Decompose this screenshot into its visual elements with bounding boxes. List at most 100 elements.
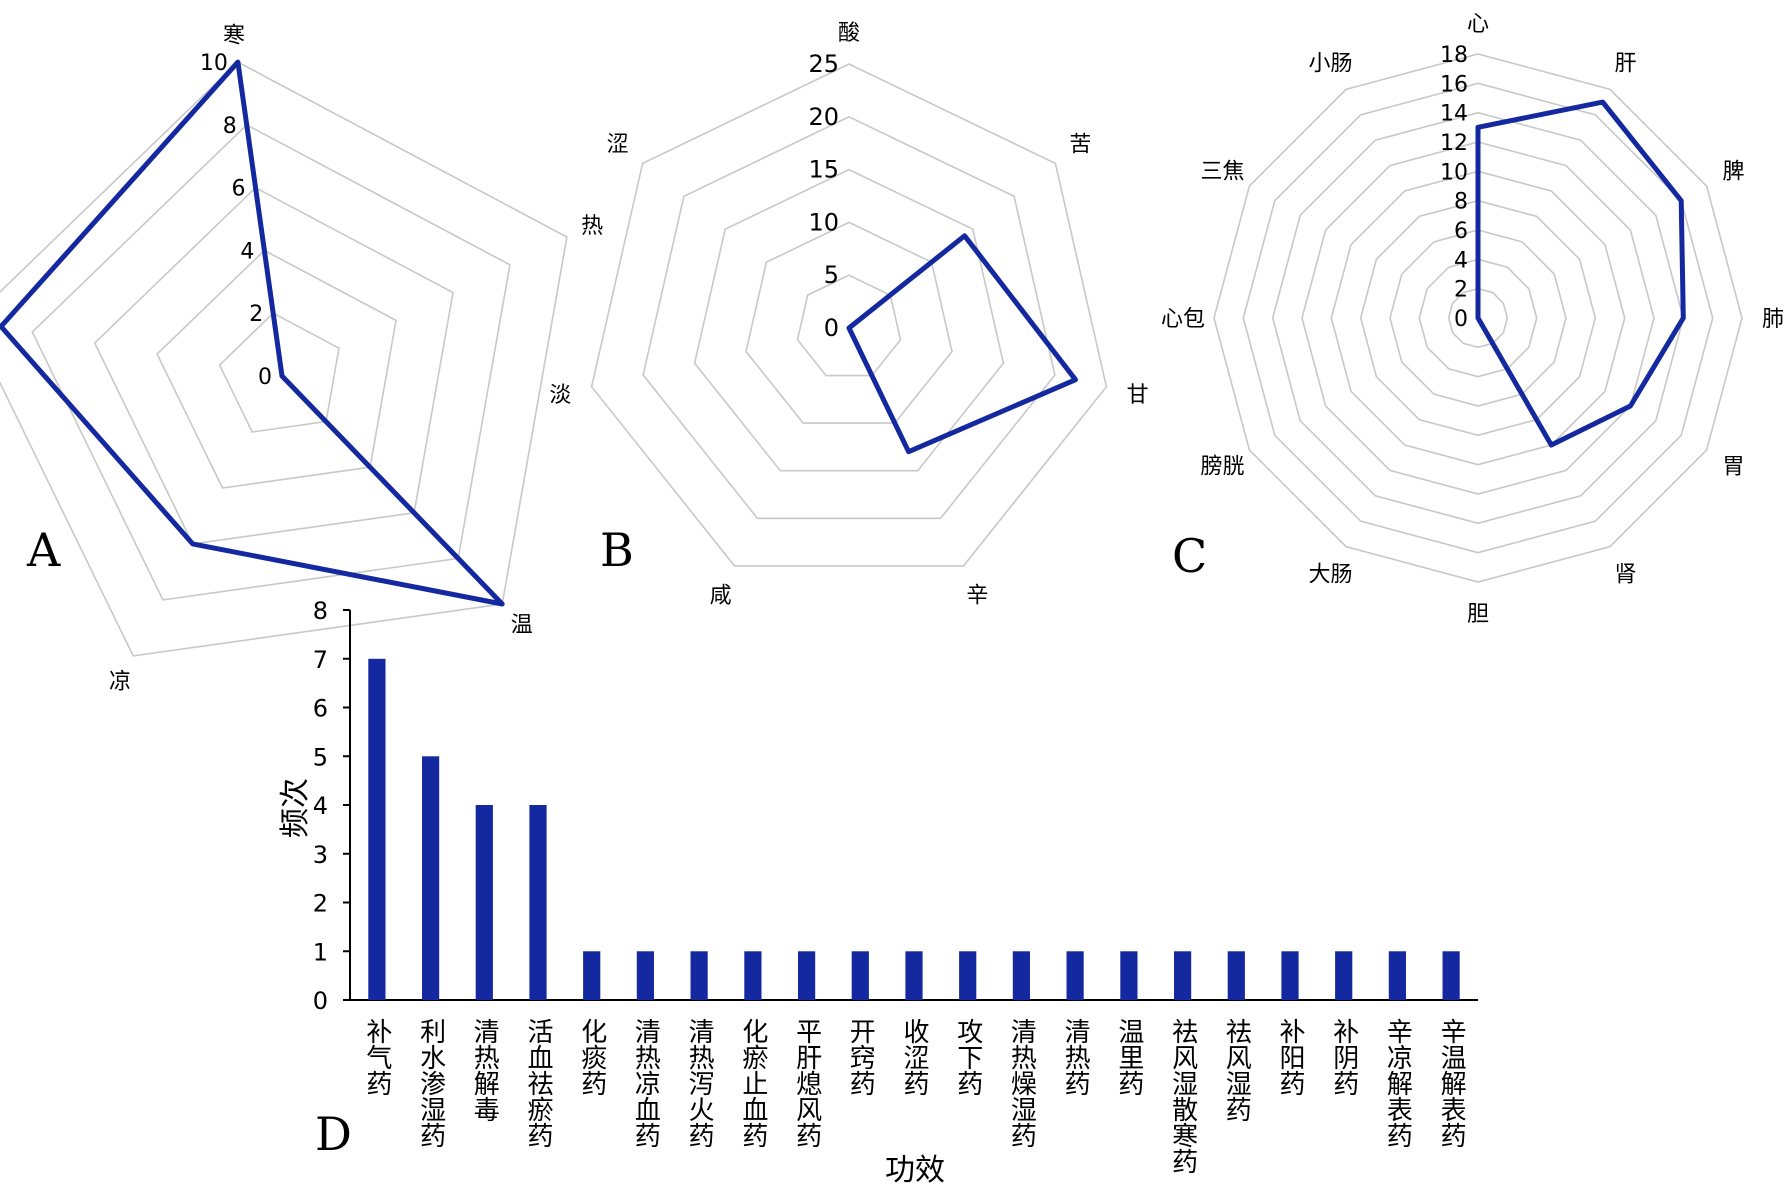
- x-category-label: 祛风湿药: [1221, 1018, 1251, 1122]
- radar-axis-label: 心包: [1161, 307, 1205, 332]
- radar-tick-label: 25: [808, 50, 839, 78]
- radar-tick-label: 10: [1440, 160, 1468, 185]
- bar: [905, 951, 922, 1000]
- radar-tick-label: 20: [808, 103, 839, 131]
- radar-axis-label: 三焦: [1200, 160, 1244, 185]
- x-category-label: 清热燥湿药: [1006, 1018, 1036, 1148]
- x-category-label: 补阴药: [1329, 1018, 1359, 1096]
- bar: [637, 951, 654, 1000]
- y-tick-label: 2: [313, 890, 328, 918]
- x-category-label: 清热凉血药: [630, 1018, 660, 1148]
- y-tick-label: 4: [313, 792, 328, 820]
- radar-axis-label: 苦: [1069, 132, 1091, 157]
- radar-tick-label: 14: [1440, 102, 1468, 127]
- radar-axis-label: 寒: [223, 23, 245, 48]
- x-category-label: 祛风湿散寒药: [1168, 1018, 1198, 1174]
- bar: [852, 951, 869, 1000]
- y-tick-label: 0: [313, 987, 328, 1015]
- radar-axis-label: 膀胱: [1200, 455, 1244, 480]
- radar-chart-nature: 0246810寒热温凉平: [0, 23, 603, 694]
- bar: [368, 659, 385, 1000]
- y-tick-label: 6: [313, 695, 328, 723]
- bar: [744, 951, 761, 1000]
- bar: [1389, 951, 1406, 1000]
- radar-axis-label: 咸: [710, 584, 732, 609]
- radar-axis-label: 肾: [1614, 563, 1636, 588]
- radar-tick-label: 0: [258, 365, 272, 390]
- radar-tick-label: 16: [1440, 72, 1468, 97]
- panel-label-a: A: [26, 523, 61, 577]
- radar-tick-label: 8: [1454, 190, 1468, 215]
- radar-grid-ring: [157, 250, 396, 488]
- x-category-label: 化痰药: [577, 1018, 607, 1096]
- radar-tick-label: 6: [1454, 219, 1468, 244]
- radar-tick-label: 2: [249, 302, 263, 327]
- bar: [1120, 951, 1137, 1000]
- y-tick-label: 8: [313, 597, 328, 625]
- bar: [1067, 951, 1084, 1000]
- bar-chart-efficacy: 012345678补气药 利水渗湿药 清热解毒 活血祛瘀药 化痰药 清热凉血药 清热泻火药化…: [278, 597, 1478, 1188]
- bar: [1013, 951, 1030, 1000]
- radar-axis-label: 凉: [109, 670, 131, 695]
- x-category-label: 化瘀止血药: [738, 1018, 768, 1148]
- y-axis-title: 频次: [278, 778, 313, 838]
- radar-axis-label: 胃: [1722, 455, 1744, 480]
- bar: [691, 951, 708, 1000]
- radar-tick-label: 12: [1440, 131, 1468, 156]
- y-tick-label: 5: [313, 743, 328, 771]
- x-category-label: 清热药: [1060, 1018, 1090, 1096]
- bar: [1443, 951, 1460, 1000]
- x-category-label: 辛温解表药: [1436, 1018, 1466, 1148]
- radar-tick-label: 4: [1454, 248, 1468, 273]
- radar-axis-label: 脾: [1722, 160, 1744, 185]
- panel-label-c: C: [1172, 529, 1207, 583]
- bar: [1335, 951, 1352, 1000]
- x-category-label: 补气药: [362, 1018, 392, 1096]
- radar-axis-label: 甘: [1127, 383, 1149, 408]
- bar: [798, 951, 815, 1000]
- radar-axis-label: 涩: [607, 132, 629, 157]
- x-category-label: 开窍药: [845, 1018, 875, 1096]
- radar-axis-label: 心: [1467, 12, 1489, 37]
- y-tick-label: 3: [313, 841, 328, 869]
- bar: [583, 951, 600, 1000]
- panel-label-d: D: [315, 1107, 352, 1161]
- radar-tick-label: 8: [223, 114, 237, 139]
- x-category-label: 清热泻火药: [684, 1018, 714, 1148]
- radar-tick-label: 0: [824, 314, 839, 342]
- radar-axis-label: 肝: [1614, 52, 1636, 77]
- radar-axis-label: 辛: [966, 584, 988, 609]
- x-category-label: 利水渗湿药: [416, 1018, 446, 1148]
- radar-axis-label: 胆: [1467, 602, 1489, 627]
- bar: [1228, 951, 1245, 1000]
- radar-tick-label: 0: [1454, 307, 1468, 332]
- radar-grid-ring: [746, 222, 952, 423]
- radar-tick-label: 10: [808, 208, 839, 236]
- radar-series-line: [849, 236, 1076, 452]
- x-category-label: 活血祛瘀药: [523, 1018, 553, 1148]
- radar-tick-label: 5: [824, 261, 839, 289]
- x-category-label: 攻下药: [953, 1018, 983, 1096]
- bar: [1174, 951, 1191, 1000]
- x-category-label: 温里药: [1114, 1018, 1144, 1096]
- bar: [529, 805, 546, 1000]
- radar-axis-label: 淡: [549, 383, 571, 408]
- radar-axis-label: 肺: [1762, 307, 1784, 332]
- x-axis-title: 功效: [885, 1153, 945, 1188]
- radar-tick-label: 2: [1454, 278, 1468, 303]
- x-category-label: 补阳药: [1275, 1018, 1305, 1096]
- radar-series-line: [1478, 102, 1683, 445]
- x-category-label: 辛凉解表药: [1382, 1018, 1412, 1148]
- radar-axis-label: 小肠: [1308, 52, 1352, 77]
- x-category-label: 平肝熄风药: [792, 1018, 822, 1148]
- radar-grid-ring: [0, 62, 567, 656]
- x-category-label: 收涩药: [899, 1018, 929, 1096]
- bar: [1281, 951, 1298, 1000]
- radar-tick-label: 10: [200, 51, 228, 76]
- radar-tick-label: 18: [1440, 43, 1468, 68]
- radar-axis-label: 酸: [838, 21, 860, 46]
- bar: [422, 756, 439, 1000]
- radar-axis-label: 大肠: [1308, 563, 1352, 588]
